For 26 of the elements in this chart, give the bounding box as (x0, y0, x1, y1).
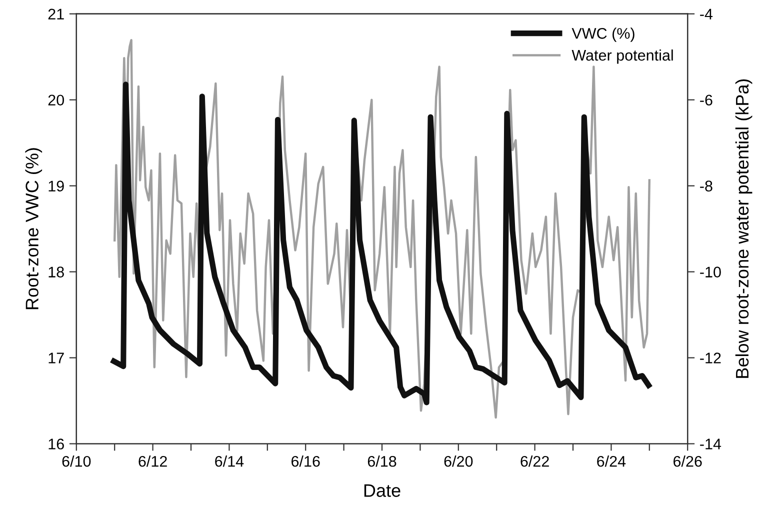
x-tick-label: 6/16 (292, 456, 320, 467)
y-tick-label: 18 (48, 266, 64, 278)
y2-tick-label: -14 (700, 438, 722, 450)
y-tick-label: 20 (48, 94, 64, 106)
y-axis-title: Root-zone VWC (%) (25, 148, 42, 310)
x-tick-label: 6/24 (597, 456, 626, 467)
y2-tick-label: -10 (700, 266, 721, 278)
legend-label: VWC (%) (572, 28, 634, 42)
x-tick-label: 6/18 (368, 456, 396, 467)
y-tick-label: 19 (48, 180, 64, 192)
x-tick-label: 6/26 (674, 456, 702, 467)
y-tick-label: 16 (48, 438, 64, 450)
x-axis-title: Date (364, 484, 400, 497)
y2-tick-label: -12 (700, 352, 721, 364)
x-tick-label: 6/14 (215, 456, 244, 467)
x-tick-label: 6/12 (138, 456, 167, 467)
y2-tick-label: -4 (700, 8, 713, 20)
y2-axis-title: Below root-zone water potential (kPa) (735, 79, 752, 378)
y2-tick-label: -6 (700, 94, 712, 106)
y-tick-label: 17 (48, 352, 64, 364)
y-tick-label: 21 (48, 8, 64, 20)
x-tick-label: 6/20 (444, 456, 473, 467)
x-tick-label: 6/22 (520, 456, 549, 467)
legend-label: Water potential (572, 49, 673, 64)
y2-tick-label: -8 (700, 180, 712, 192)
x-tick-label: 6/10 (62, 456, 91, 467)
